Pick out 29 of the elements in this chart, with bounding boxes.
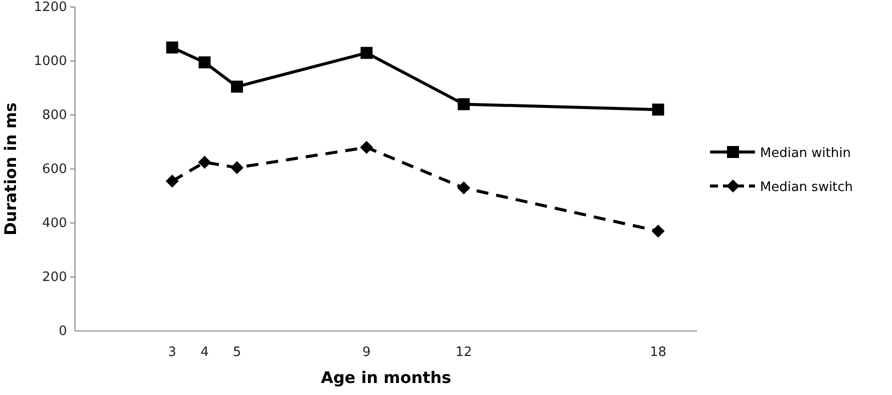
x-tick-label: 3 <box>168 345 176 360</box>
x-axis-title: Age in months <box>320 368 452 387</box>
legend-label: Median switch <box>760 180 853 195</box>
y-tick-label: 1000 <box>34 54 67 70</box>
y-tick-label: 400 <box>42 216 67 232</box>
y-tick-label: 600 <box>42 162 67 178</box>
legend-label: Median within <box>760 146 851 161</box>
x-tick-label: 18 <box>650 345 666 360</box>
point <box>360 140 374 154</box>
y-axis-title: Duration in ms <box>1 102 20 236</box>
point <box>457 181 470 194</box>
point <box>198 156 212 169</box>
x-tick-label: 4 <box>200 345 209 360</box>
point <box>458 98 470 110</box>
y-tick-label: 800 <box>42 108 67 124</box>
point <box>166 174 179 188</box>
x-tick-label: 12 <box>455 345 472 360</box>
point <box>230 161 244 174</box>
point <box>652 224 665 238</box>
x-tick-label: 5 <box>232 345 242 360</box>
point <box>230 80 243 93</box>
point <box>198 56 211 68</box>
y-tick-label: 200 <box>42 270 67 286</box>
point <box>652 104 664 116</box>
point <box>360 46 373 59</box>
point <box>166 42 178 54</box>
y-tick-label: 0 <box>58 324 67 340</box>
y-tick-label: 1200 <box>34 0 67 16</box>
x-tick-label: 9 <box>362 345 371 360</box>
